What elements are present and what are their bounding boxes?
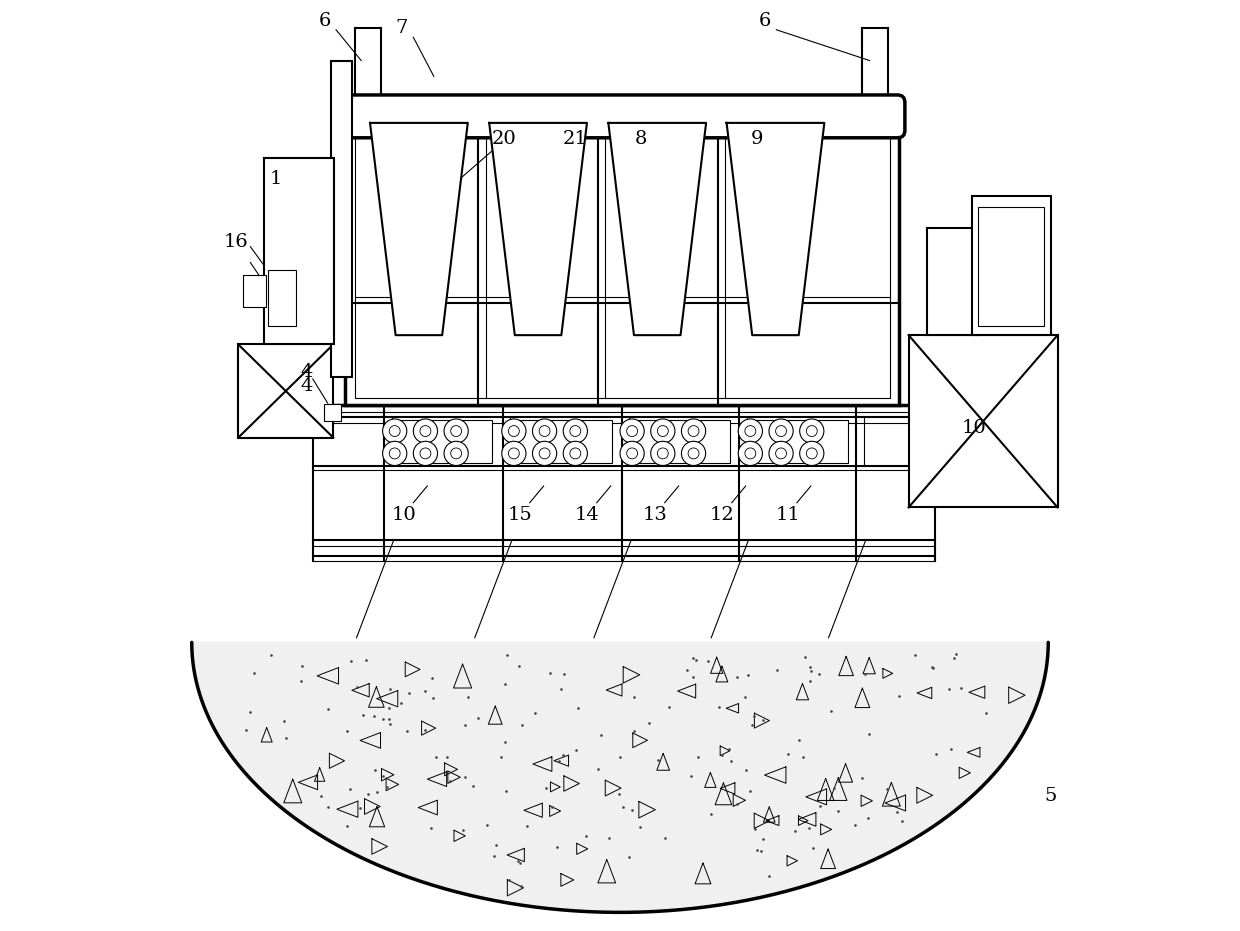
Text: 9: 9	[750, 129, 763, 148]
Bar	[630, 420, 730, 463]
Bar	[909, 335, 1058, 507]
Bar	[243, 275, 267, 307]
Circle shape	[620, 441, 645, 466]
Circle shape	[738, 419, 763, 443]
Circle shape	[508, 425, 520, 437]
Bar	[392, 420, 492, 463]
Circle shape	[444, 419, 469, 443]
Circle shape	[688, 448, 699, 459]
Text: 1: 1	[269, 169, 281, 188]
Bar	[978, 207, 1044, 326]
Circle shape	[682, 441, 706, 466]
Polygon shape	[609, 123, 706, 335]
Text: 13: 13	[644, 506, 668, 524]
Circle shape	[539, 448, 551, 459]
Circle shape	[657, 448, 668, 459]
FancyBboxPatch shape	[340, 95, 905, 138]
Polygon shape	[727, 123, 825, 335]
Polygon shape	[490, 123, 587, 335]
Circle shape	[775, 425, 786, 437]
Circle shape	[508, 448, 520, 459]
Circle shape	[563, 441, 588, 466]
Circle shape	[769, 419, 794, 443]
Text: 4: 4	[300, 363, 312, 382]
Bar	[972, 196, 1052, 335]
Circle shape	[539, 425, 551, 437]
Bar	[355, 128, 890, 398]
Bar	[238, 344, 334, 438]
Circle shape	[532, 441, 557, 466]
Circle shape	[450, 425, 461, 437]
Circle shape	[502, 419, 526, 443]
Circle shape	[413, 441, 438, 466]
Circle shape	[657, 425, 668, 437]
Text: 10: 10	[961, 419, 986, 438]
Text: 5: 5	[1044, 787, 1056, 805]
Bar	[928, 228, 978, 335]
Circle shape	[626, 448, 637, 459]
Circle shape	[688, 425, 699, 437]
Text: 8: 8	[635, 129, 647, 148]
Circle shape	[651, 419, 675, 443]
Text: 11: 11	[775, 506, 800, 524]
Circle shape	[389, 448, 401, 459]
Text: 20: 20	[491, 129, 516, 148]
Circle shape	[502, 441, 526, 466]
Bar	[268, 270, 296, 326]
Circle shape	[413, 419, 438, 443]
Bar	[748, 420, 848, 463]
Text: 12: 12	[711, 506, 735, 524]
Circle shape	[775, 448, 786, 459]
Circle shape	[570, 448, 580, 459]
Circle shape	[769, 441, 794, 466]
Polygon shape	[192, 642, 1048, 912]
Circle shape	[800, 419, 823, 443]
Circle shape	[532, 419, 557, 443]
Circle shape	[745, 425, 756, 437]
Text: 10: 10	[392, 506, 417, 524]
Circle shape	[682, 419, 706, 443]
Circle shape	[383, 441, 407, 466]
Circle shape	[806, 425, 817, 437]
Circle shape	[563, 419, 588, 443]
Bar	[511, 420, 611, 463]
Bar	[331, 61, 352, 377]
Circle shape	[420, 425, 430, 437]
Bar	[264, 158, 335, 344]
Circle shape	[420, 448, 430, 459]
Bar	[346, 121, 899, 405]
Circle shape	[389, 425, 401, 437]
Circle shape	[745, 448, 756, 459]
Circle shape	[450, 448, 461, 459]
Circle shape	[806, 448, 817, 459]
Text: 6: 6	[319, 12, 331, 31]
Circle shape	[626, 425, 637, 437]
Text: 4: 4	[300, 377, 312, 396]
Circle shape	[800, 441, 823, 466]
Circle shape	[444, 441, 469, 466]
Text: 7: 7	[396, 19, 408, 37]
Circle shape	[383, 419, 407, 443]
Circle shape	[570, 425, 580, 437]
Text: 14: 14	[575, 506, 600, 524]
Text: 16: 16	[224, 233, 249, 251]
Text: 21: 21	[563, 129, 588, 148]
Circle shape	[738, 441, 763, 466]
Polygon shape	[370, 123, 467, 335]
Circle shape	[620, 419, 645, 443]
Bar	[324, 404, 341, 421]
Text: 6: 6	[759, 12, 771, 31]
Text: 15: 15	[508, 506, 533, 524]
Circle shape	[651, 441, 675, 466]
